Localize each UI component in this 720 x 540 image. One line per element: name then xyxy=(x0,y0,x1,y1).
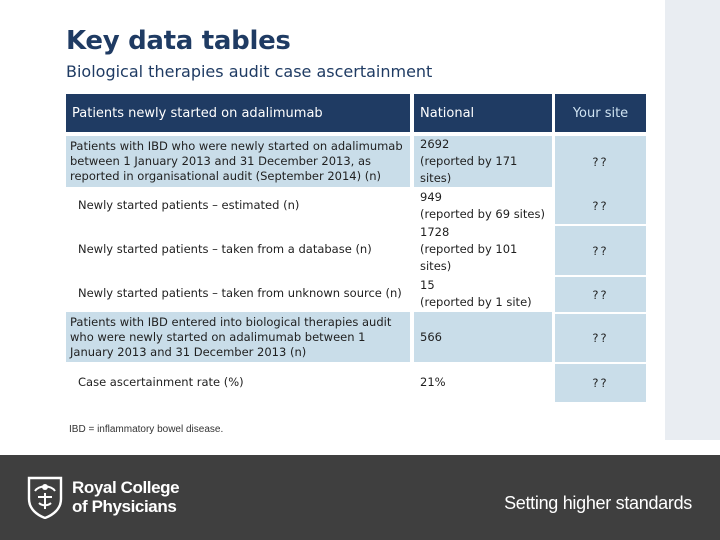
national-value: 949 xyxy=(420,189,442,204)
national-value: 2692 xyxy=(420,137,450,151)
national-note: (reported by 101 sites) xyxy=(420,242,518,273)
organisation-name-line-1: Royal College xyxy=(72,478,180,497)
page-title: Key data tables xyxy=(66,26,291,56)
row-measure: Patients with IBD who were newly started… xyxy=(66,136,410,187)
table-row: Case ascertainment rate (%) 21% ?? xyxy=(66,362,646,402)
table-header-row: Patients newly started on adalimumab Nat… xyxy=(66,94,646,132)
row-national: 949 (reported by 69 sites) xyxy=(410,187,552,224)
national-value: 15 xyxy=(420,277,435,292)
table-row: Patients with IBD who were newly started… xyxy=(66,136,646,187)
organisation-name-line-2: of Physicians xyxy=(72,497,177,516)
row-measure: Newly started patients – taken from unkn… xyxy=(66,275,410,312)
table-row: Patients with IBD entered into biologica… xyxy=(66,312,646,362)
organisation-name: Royal College of Physicians xyxy=(72,478,180,516)
tagline: Setting higher standards xyxy=(504,493,692,513)
table-row: Newly started patients – estimated (n) 9… xyxy=(66,187,646,224)
footer-bar: Royal College of Physicians Setting high… xyxy=(0,455,720,540)
row-national: 15 (reported by 1 site) xyxy=(410,275,552,312)
row-your-site: ?? xyxy=(552,187,646,224)
table-row: Newly started patients – taken from unkn… xyxy=(66,275,646,312)
row-national: 566 xyxy=(410,312,552,362)
rcp-crest-icon xyxy=(27,476,63,519)
national-note: (reported by 1 site) xyxy=(420,294,532,309)
page-subtitle: Biological therapies audit case ascertai… xyxy=(66,62,433,81)
row-measure: Case ascertainment rate (%) xyxy=(66,362,410,402)
national-note: (reported by 69 sites) xyxy=(420,206,545,221)
row-national: 21% xyxy=(410,362,552,402)
row-your-site: ?? xyxy=(552,362,646,402)
row-national: 2692 (reported by 171 sites) xyxy=(410,136,552,187)
national-value: 21% xyxy=(420,374,446,389)
decorative-side-strip xyxy=(665,0,720,440)
header-national: National xyxy=(410,94,552,132)
national-value: 566 xyxy=(420,329,442,344)
national-note: (reported by 171 sites) xyxy=(420,154,518,185)
row-your-site: ?? xyxy=(552,312,646,362)
row-your-site: ?? xyxy=(552,224,646,275)
table-row: Newly started patients – taken from a da… xyxy=(66,224,646,275)
key-data-table: Patients newly started on adalimumab Nat… xyxy=(66,94,646,402)
header-your-site: Your site xyxy=(552,94,646,132)
national-value: 1728 xyxy=(420,225,450,239)
row-measure: Patients with IBD entered into biologica… xyxy=(66,312,410,362)
footnote: IBD = inflammatory bowel disease. xyxy=(69,424,224,435)
row-your-site: ?? xyxy=(552,275,646,312)
row-measure: Newly started patients – estimated (n) xyxy=(66,187,410,224)
row-national: 1728 (reported by 101 sites) xyxy=(410,224,552,275)
header-measure: Patients newly started on adalimumab xyxy=(66,94,410,132)
row-your-site: ?? xyxy=(552,136,646,187)
row-measure: Newly started patients – taken from a da… xyxy=(66,224,410,275)
